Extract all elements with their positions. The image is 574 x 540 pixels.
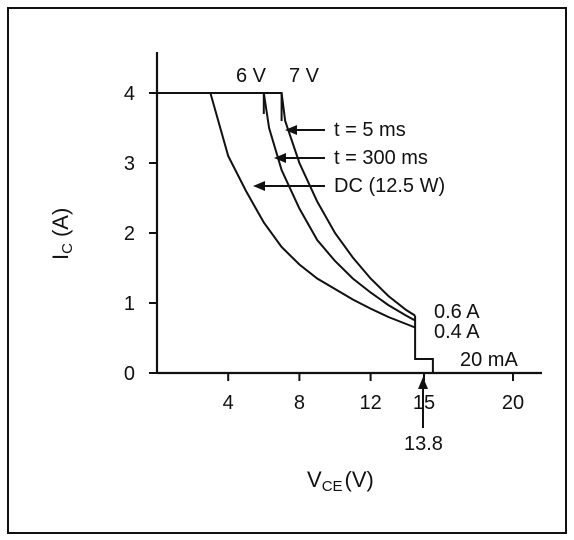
steps-layer [414, 315, 434, 373]
y-axis-title: IC (A) [48, 208, 76, 260]
y-axis-title-main: I [48, 254, 73, 260]
x-axis-title-main: V [307, 467, 322, 492]
breakdown-step-line [414, 315, 434, 373]
frame-border [7, 7, 567, 534]
y-tick-label: 2 [124, 223, 135, 245]
label-13-8: 13.8 [404, 433, 443, 455]
series-layer [157, 92, 416, 329]
current-limit-line [157, 92, 283, 121]
label-dc: DC (12.5 W) [334, 175, 445, 197]
x-tick-label: 20 [502, 392, 524, 414]
x-axis-title-unit: (V) [345, 467, 374, 492]
label-6v: 6 V [236, 65, 267, 87]
arrow-5ms [285, 125, 325, 135]
y-tick-label: 3 [124, 153, 135, 175]
y-tick-label: 0 [124, 363, 135, 385]
series-line-1 [209, 92, 416, 329]
x-axis-title: VCE(V) [307, 467, 374, 495]
y-axis-title-sub: C [59, 243, 76, 254]
arrow-300ms [274, 153, 325, 163]
arrow-dc [253, 181, 325, 191]
x-tick-label: 12 [359, 392, 381, 414]
series-line-2 [262, 92, 416, 322]
label-20ma: 20 mA [460, 349, 518, 371]
label-0-6a: 0.6 A [434, 301, 480, 323]
arrow-13-8 [418, 377, 428, 428]
y-tick-label: 4 [124, 83, 135, 105]
y-tick-label: 1 [124, 293, 135, 315]
label-0-4a: 0.4 A [434, 321, 480, 343]
label-300ms: t = 300 ms [334, 147, 428, 169]
x-tick-label: 8 [294, 392, 305, 414]
x-tick-label: 4 [223, 392, 234, 414]
y-axis-title-unit: (A) [48, 208, 73, 237]
x-axis-title-sub: CE [322, 478, 343, 495]
label-7v: 7 V [289, 65, 320, 87]
series-line-3 [280, 92, 416, 317]
label-5ms: t = 5 ms [334, 119, 406, 141]
